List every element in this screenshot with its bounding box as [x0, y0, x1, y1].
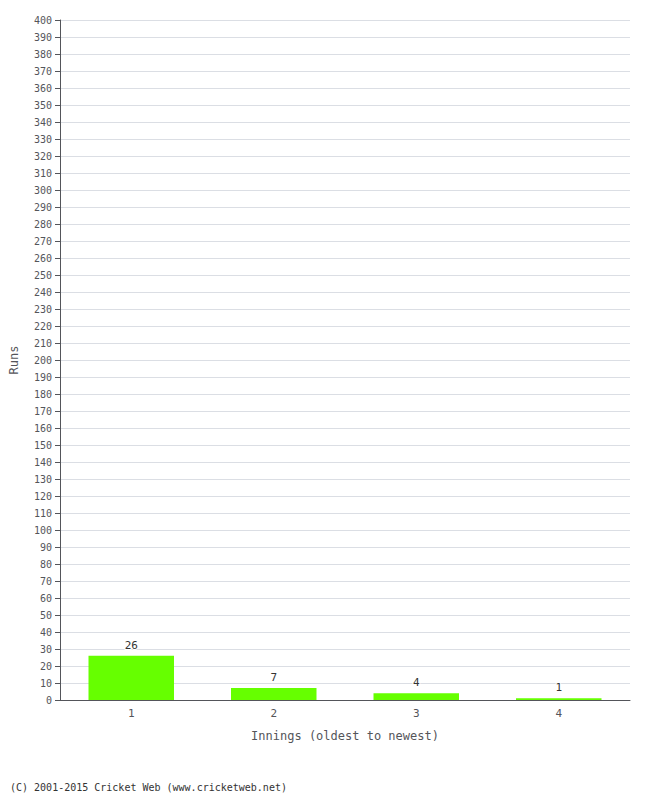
svg-text:0: 0 — [46, 695, 52, 706]
svg-text:110: 110 — [34, 508, 52, 519]
svg-text:1: 1 — [555, 681, 562, 694]
svg-text:130: 130 — [34, 474, 52, 485]
svg-text:4: 4 — [555, 707, 562, 720]
svg-text:220: 220 — [34, 321, 52, 332]
svg-text:370: 370 — [34, 66, 52, 77]
svg-text:200: 200 — [34, 355, 52, 366]
svg-text:360: 360 — [34, 83, 52, 94]
svg-text:10: 10 — [40, 678, 52, 689]
svg-text:1: 1 — [128, 707, 135, 720]
svg-text:330: 330 — [34, 134, 52, 145]
svg-text:170: 170 — [34, 406, 52, 417]
svg-text:60: 60 — [40, 593, 52, 604]
svg-text:270: 270 — [34, 236, 52, 247]
svg-text:(C) 2001-2015 Cricket Web (www: (C) 2001-2015 Cricket Web (www.cricketwe… — [10, 782, 287, 793]
svg-text:20: 20 — [40, 661, 52, 672]
svg-text:26: 26 — [125, 639, 138, 652]
svg-text:230: 230 — [34, 304, 52, 315]
svg-text:2: 2 — [270, 707, 277, 720]
svg-text:380: 380 — [34, 49, 52, 60]
svg-text:240: 240 — [34, 287, 52, 298]
svg-text:310: 310 — [34, 168, 52, 179]
svg-text:320: 320 — [34, 151, 52, 162]
svg-text:4: 4 — [413, 676, 420, 689]
svg-text:30: 30 — [40, 644, 52, 655]
svg-text:390: 390 — [34, 32, 52, 43]
svg-text:280: 280 — [34, 219, 52, 230]
svg-text:3: 3 — [413, 707, 420, 720]
svg-text:90: 90 — [40, 542, 52, 553]
svg-text:70: 70 — [40, 576, 52, 587]
svg-text:400: 400 — [34, 15, 52, 26]
svg-text:150: 150 — [34, 440, 52, 451]
svg-text:350: 350 — [34, 100, 52, 111]
svg-text:190: 190 — [34, 372, 52, 383]
svg-text:300: 300 — [34, 185, 52, 196]
svg-text:100: 100 — [34, 525, 52, 536]
svg-text:340: 340 — [34, 117, 52, 128]
svg-text:250: 250 — [34, 270, 52, 281]
svg-text:290: 290 — [34, 202, 52, 213]
svg-text:260: 260 — [34, 253, 52, 264]
svg-text:80: 80 — [40, 559, 52, 570]
svg-text:50: 50 — [40, 610, 52, 621]
svg-text:160: 160 — [34, 423, 52, 434]
svg-text:140: 140 — [34, 457, 52, 468]
svg-text:120: 120 — [34, 491, 52, 502]
svg-text:Innings (oldest to newest): Innings (oldest to newest) — [251, 729, 439, 743]
svg-text:40: 40 — [40, 627, 52, 638]
svg-text:7: 7 — [270, 671, 277, 684]
svg-text:180: 180 — [34, 389, 52, 400]
svg-text:Runs: Runs — [7, 346, 21, 375]
svg-text:210: 210 — [34, 338, 52, 349]
